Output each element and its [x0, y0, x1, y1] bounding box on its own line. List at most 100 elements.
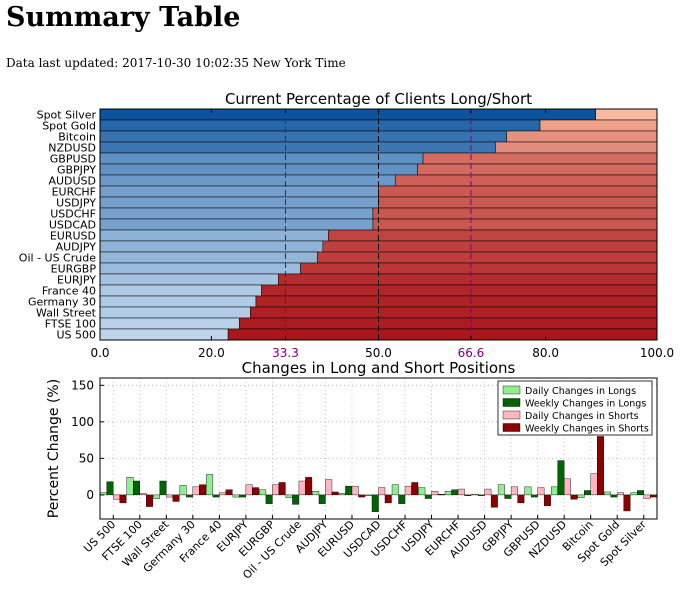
bar-daily-changes-in-shorts-nzdusd	[563, 478, 571, 496]
bar-daily-changes-in-longs-gbpjpy	[497, 484, 505, 496]
bar-weekly-changes-in-longs-germany-30	[186, 494, 194, 498]
bar-weekly-changes-in-shorts-us-500	[119, 494, 127, 504]
bar-daily-changes-in-shorts-wall-street	[166, 494, 174, 498]
x-tick-label: 33.3	[272, 346, 299, 360]
bar-weekly-changes-in-longs-us-500	[106, 481, 114, 496]
bar-daily-changes-in-shorts-spot-silver	[643, 494, 651, 499]
bar-weekly-changes-in-shorts-eurchf	[464, 494, 472, 496]
bar-daily-changes-in-shorts-usdjpy	[431, 491, 439, 496]
bar-weekly-changes-in-longs-bitcoin	[583, 490, 591, 496]
category-label-audusd: AUDUSD	[48, 175, 96, 188]
category-label-nzdusd: NZDUSD	[48, 142, 96, 155]
bar-daily-changes-in-longs-spot-gold	[604, 491, 611, 496]
page-title: Summary Table	[6, 2, 241, 33]
bar-weekly-changes-in-longs-gbpusd	[530, 494, 538, 498]
bar-weekly-changes-in-shorts-audjpy	[331, 491, 339, 496]
bar-weekly-changes-in-longs-spot-silver	[637, 490, 644, 496]
bar-daily-changes-in-longs-eurusd	[338, 493, 346, 496]
bar-weekly-changes-in-longs-audjpy	[318, 494, 326, 504]
bar-daily-changes-in-longs-bitcoin	[577, 494, 585, 499]
legend-swatch-weekly-changes-in-longs	[502, 398, 521, 407]
bar-daily-changes-in-shorts-usdcad	[378, 487, 386, 496]
bar-daily-changes-in-shorts-eurusd	[351, 485, 359, 496]
x-tick-label: 0.0	[90, 346, 109, 360]
bar-daily-changes-in-shorts-ftse-100	[139, 493, 147, 496]
bar-weekly-changes-in-longs-eurusd	[345, 485, 353, 496]
category-label-gbpusd: GBPUSD	[50, 153, 96, 166]
category-label-usdcad: USDCAD	[49, 219, 96, 232]
bar-weekly-changes-in-longs-nzdusd	[557, 460, 565, 496]
bar-weekly-changes-in-shorts-france-40	[225, 489, 233, 496]
bar-daily-changes-in-shorts-germany-30	[192, 486, 200, 496]
bar-daily-changes-in-longs-usdchf	[391, 484, 399, 496]
bar-daily-changes-in-longs-gbpusd	[524, 486, 532, 496]
bar-daily-changes-in-longs-eurchf	[444, 491, 452, 496]
y-tick-label: 0	[86, 488, 94, 502]
bar-weekly-changes-in-shorts-eurjpy	[252, 487, 260, 496]
category-label-eurgbp: EURGBP	[51, 263, 97, 276]
x-tick-label: 50.0	[365, 346, 392, 360]
bar-weekly-changes-in-shorts-ftse-100	[146, 494, 153, 507]
bar-weekly-changes-in-longs-usdchf	[398, 494, 406, 504]
bar-daily-changes-in-shorts-eurchf	[457, 488, 465, 496]
bar-daily-changes-in-longs-wall-street	[153, 494, 161, 499]
bar-weekly-changes-in-longs-wall-street	[159, 480, 167, 496]
bar-weekly-changes-in-longs-gbpjpy	[504, 494, 512, 499]
legend-swatch-daily-changes-in-longs	[502, 385, 521, 395]
long-short-percentage-chart: Current Percentage of Clients Long/Short…	[19, 90, 674, 360]
last-updated: Data last updated: 2017-10-30 10:02:35 N…	[6, 56, 346, 70]
bar-weekly-changes-in-shorts-usdchf	[411, 482, 419, 496]
bar-daily-changes-in-longs-audjpy	[312, 491, 320, 496]
bar-daily-changes-in-shorts-gbpjpy	[510, 486, 518, 496]
category-label-eurusd: EURUSD	[50, 230, 96, 243]
bar-weekly-changes-in-shorts-eurusd	[358, 494, 366, 498]
bar-weekly-changes-in-shorts-bitcoin	[596, 436, 604, 496]
bar-daily-changes-in-shorts-bitcoin	[590, 473, 598, 496]
category-label-france-40: France 40	[42, 285, 96, 298]
y-tick-label: 150	[71, 378, 94, 392]
category-label-germany-30: Germany 30	[28, 296, 96, 309]
bar-weekly-changes-in-longs-spot-gold	[610, 494, 618, 498]
category-label-eurchf: EURCHF	[52, 186, 96, 199]
bar-daily-changes-in-longs-spot-silver	[630, 492, 638, 496]
bar-daily-changes-in-longs-eurgbp	[259, 489, 267, 496]
x-tick-label: 80.0	[532, 346, 559, 360]
bar-weekly-changes-in-shorts-gbpjpy	[517, 494, 525, 504]
bar-weekly-changes-in-shorts-usdcad	[384, 494, 392, 504]
y-tick-label: 50	[79, 451, 94, 465]
bar-daily-changes-in-longs-ftse-100	[126, 477, 134, 496]
bar-daily-changes-in-shorts-eurgbp	[272, 484, 280, 496]
bar-daily-changes-in-shorts-spot-gold	[617, 492, 624, 496]
bar-weekly-changes-in-longs-oil-us-crude	[292, 494, 300, 505]
category-label-bitcoin: Bitcoin	[58, 131, 96, 144]
bar-daily-changes-in-shorts-audjpy	[325, 479, 333, 496]
category-label-eurjpy: EURJPY	[57, 274, 96, 287]
bar-weekly-changes-in-shorts-eurgbp	[278, 482, 286, 496]
bar-weekly-changes-in-shorts-germany-30	[199, 484, 207, 496]
category-label-usdjpy: USDJPY	[56, 197, 96, 210]
bar-weekly-changes-in-shorts-usdjpy	[437, 493, 445, 496]
bar-daily-changes-in-shorts-audusd	[484, 488, 492, 496]
y-tick-label: 100	[71, 415, 94, 429]
bar-daily-changes-in-shorts-oil-us-crude	[298, 480, 306, 496]
bar-daily-changes-in-longs-oil-us-crude	[285, 494, 293, 499]
bar-weekly-changes-in-shorts-nzdusd	[570, 494, 578, 500]
bar-daily-changes-in-longs-germany-30	[179, 485, 187, 496]
category-label-oil-us-crude: Oil - US Crude	[19, 252, 96, 265]
bar-daily-changes-in-shorts-gbpusd	[537, 487, 545, 496]
chart2-title: Changes in Long and Short Positions	[242, 359, 516, 377]
bar-weekly-changes-in-longs-usdjpy	[424, 494, 432, 499]
bar-daily-changes-in-shorts-france-40	[219, 492, 227, 496]
category-label-usdchf: USDCHF	[50, 208, 96, 221]
legend-swatch-daily-changes-in-shorts	[502, 410, 521, 420]
bar-daily-changes-in-shorts-us-500	[113, 494, 120, 500]
x-tick-label: 66.6	[458, 346, 485, 360]
category-label-gbpjpy: GBPJPY	[57, 164, 96, 177]
bar-weekly-changes-in-longs-eurjpy	[239, 494, 247, 498]
bar-weekly-changes-in-longs-france-40	[212, 494, 220, 498]
category-label-ftse-100: FTSE 100	[45, 318, 96, 331]
bar-weekly-changes-in-shorts-gbpusd	[543, 494, 551, 507]
legend-box	[497, 380, 653, 436]
bar-daily-changes-in-longs-nzdusd	[550, 486, 558, 496]
